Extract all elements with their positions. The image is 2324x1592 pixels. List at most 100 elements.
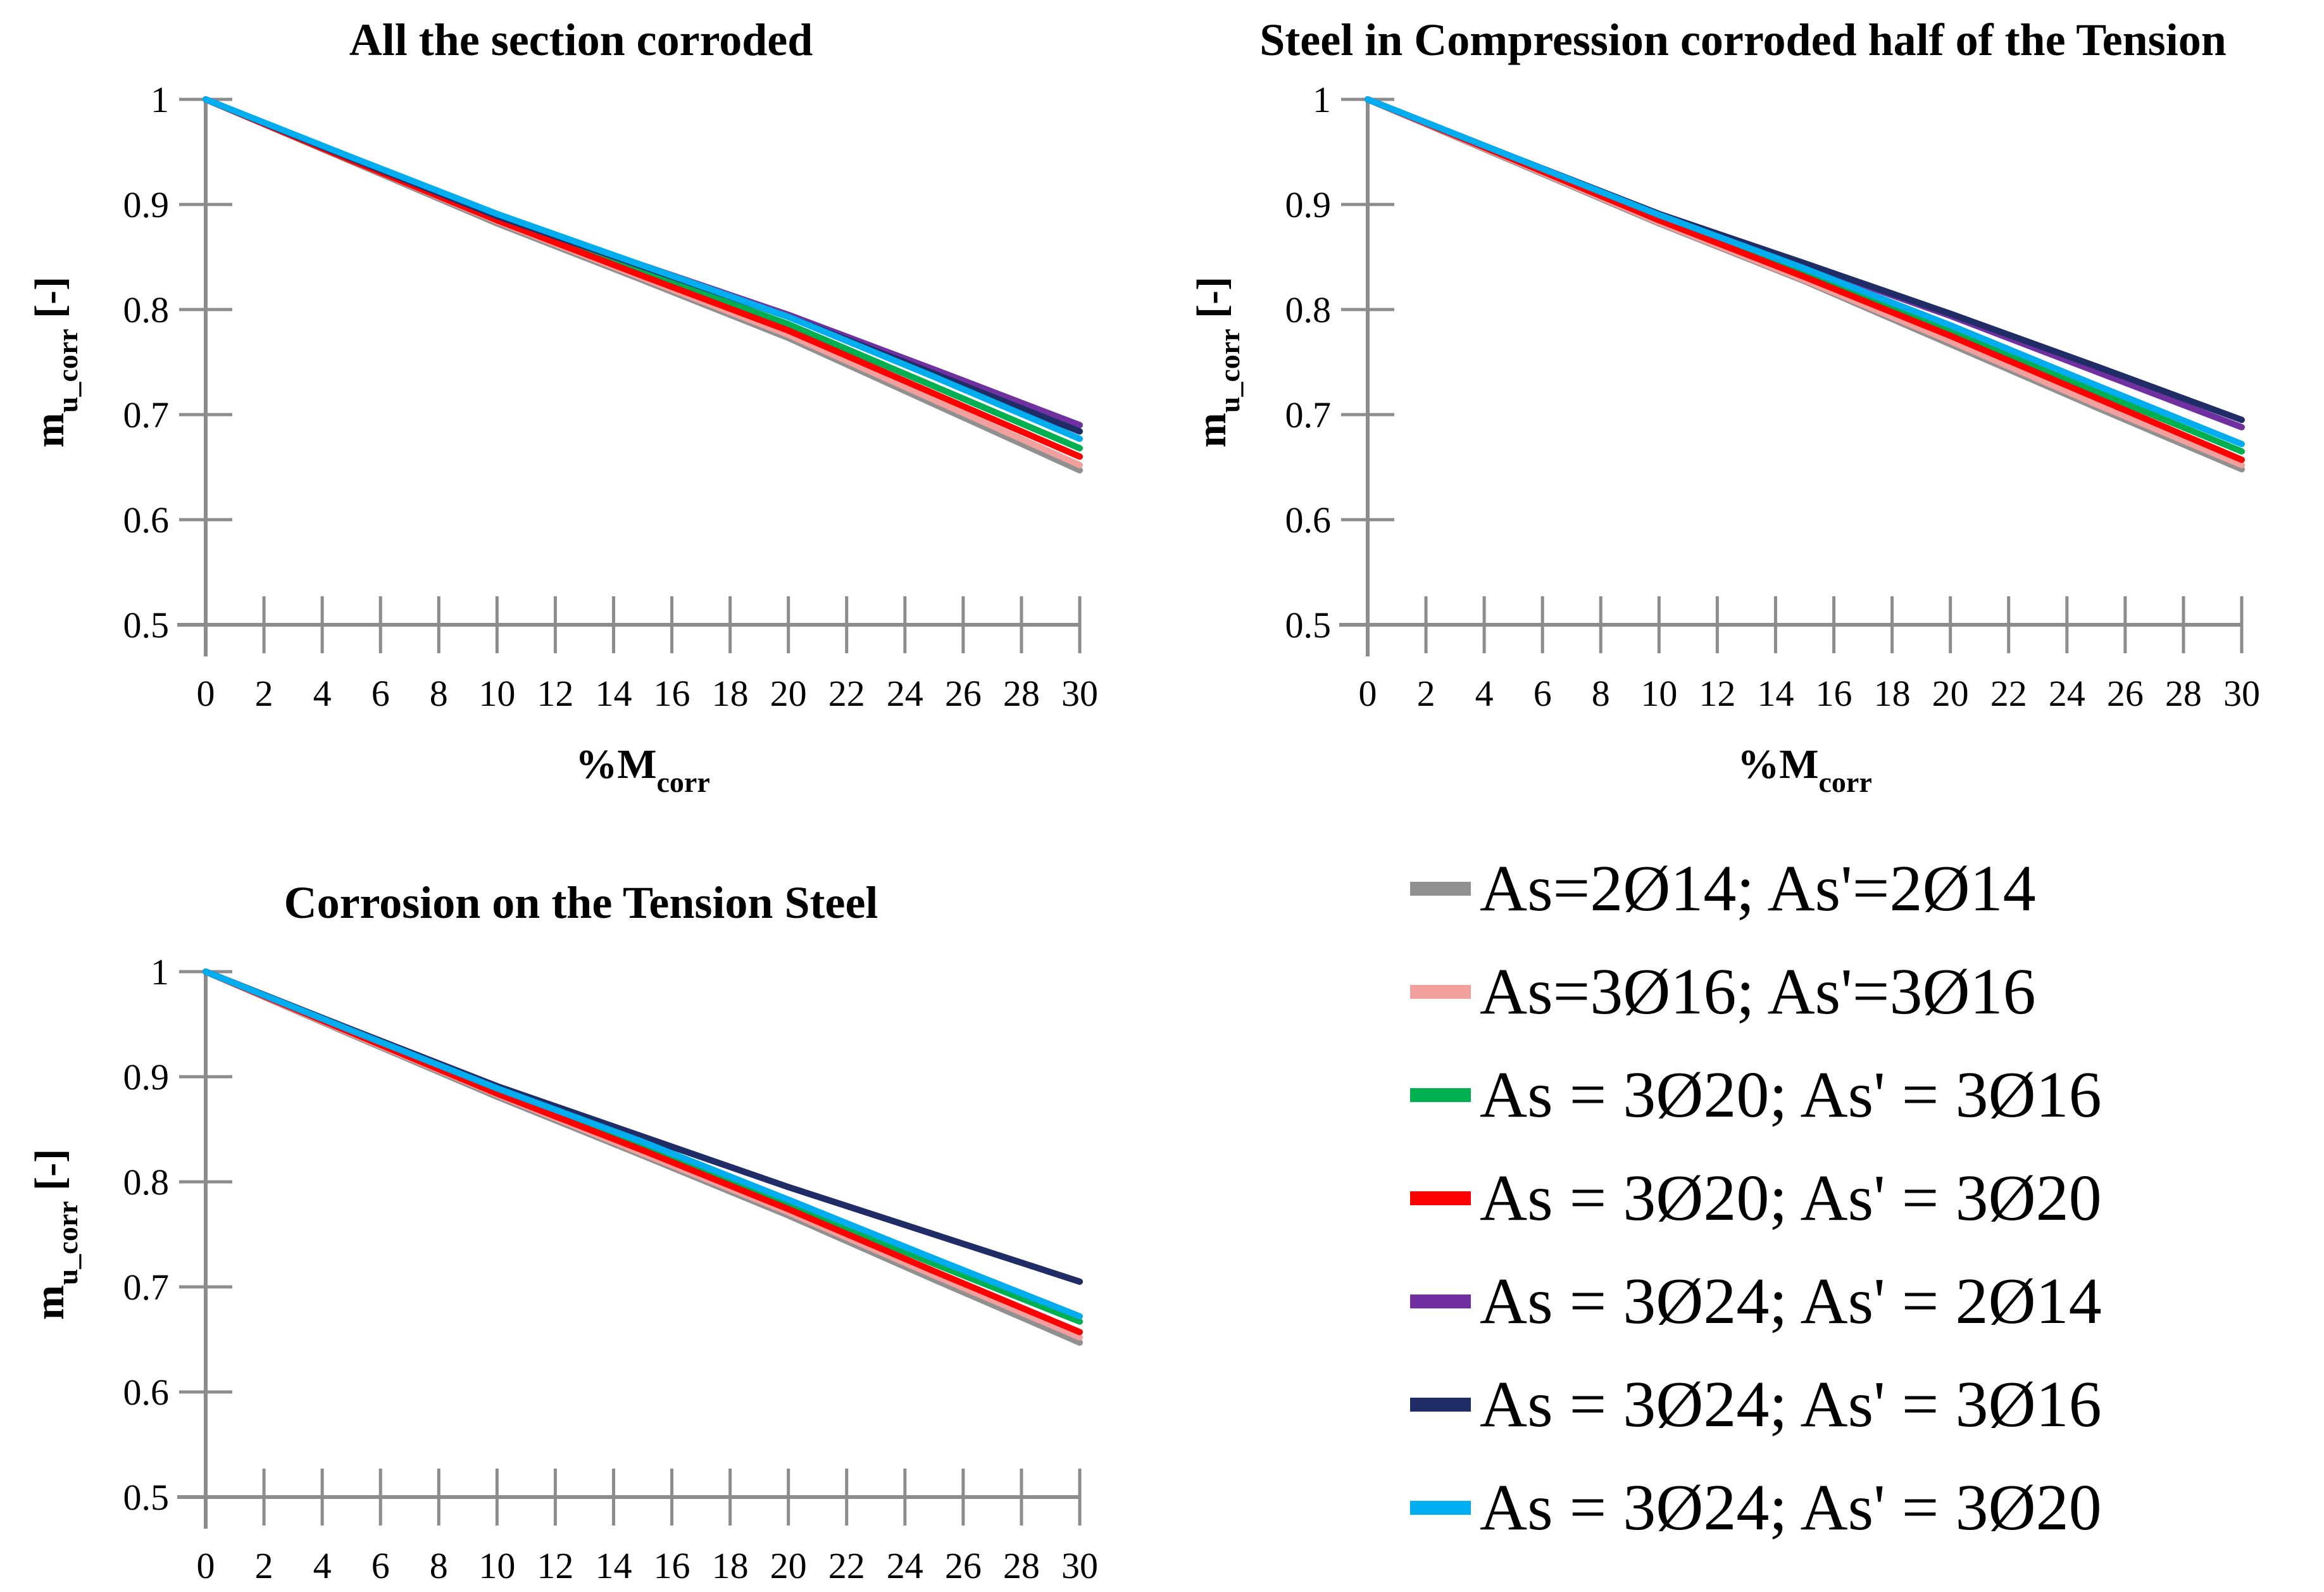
- legend-color-swatch: [1410, 984, 1471, 999]
- x-tick-label: 30: [2223, 673, 2260, 714]
- y-tick-label: 0.6: [1285, 499, 1332, 541]
- legend-item: As=3Ø16; As'=3Ø16: [1410, 940, 2324, 1043]
- legend-label: As = 3Ø20; As' = 3Ø16: [1480, 1058, 2102, 1131]
- x-tick-label: 26: [2107, 673, 2144, 714]
- x-tick-label: 18: [1874, 673, 1911, 714]
- x-tick-label: 14: [595, 1545, 632, 1586]
- x-tick-label: 8: [430, 1545, 448, 1586]
- legend-label: As=3Ø16; As'=3Ø16: [1480, 955, 2036, 1028]
- y-tick-label: 0.7: [123, 1267, 170, 1308]
- series-line: [1365, 96, 2245, 423]
- chart-plot-area: 10.90.80.70.60.50 2 4 6 8 10 12 14 16 18 20 22 24 26 2…: [27, 951, 1098, 1586]
- legend-color-swatch: [1410, 1087, 1471, 1102]
- legend-item: As = 3Ø20; As' = 3Ø16: [1410, 1043, 2324, 1146]
- legend-label: As = 3Ø24; As' = 3Ø16: [1480, 1368, 2102, 1441]
- chart-title: All the section corroded: [349, 15, 813, 65]
- y-tick-label: 0.9: [123, 184, 170, 225]
- x-tick-label: 10: [478, 673, 515, 714]
- series-line: [203, 968, 1083, 1285]
- legend-item: As=2Ø14; As'=2Ø14: [1410, 837, 2324, 940]
- x-tick-label: 24: [887, 673, 923, 714]
- x-tick-label: 22: [828, 1545, 865, 1586]
- y-tick-label: 0.8: [123, 289, 170, 330]
- x-tick-label: 16: [1816, 673, 1852, 714]
- legend-label: As=2Ø14; As'=2Ø14: [1480, 852, 2036, 925]
- y-tick-label: 0.9: [1285, 184, 1332, 225]
- x-tick-label: 4: [313, 1545, 332, 1586]
- legend-color-swatch: [1410, 881, 1471, 896]
- y-tick-label: 1: [151, 951, 169, 993]
- chart-all-section-corroded: 1 0.9 0.8 0.7 0.6 0.5 0 2 4 6 8 10 12 14 16 18 20 22 24 26 2…: [0, 0, 1162, 796]
- chart-corrosion-tension-steel: 1 0.9 0.8 0.7 0.6 0.5 0 2 4 6 8 10 12 14 16 18 20 22 24 26 2…: [0, 796, 1162, 1592]
- x-tick-label: 12: [1699, 673, 1735, 714]
- legend: As=2Ø14; As'=2Ø14 As=3Ø16; As'=3Ø16 As =…: [1410, 837, 2324, 1559]
- x-tick-label: 22: [1990, 673, 2027, 714]
- x-tick-label: 26: [945, 1545, 982, 1586]
- x-tick-label: 8: [1592, 673, 1610, 714]
- series-line: [1365, 96, 2245, 448]
- series-line: [203, 96, 1083, 442]
- x-tick-label: 4: [1475, 673, 1494, 714]
- x-tick-label: 28: [1003, 1545, 1040, 1586]
- x-tick-label: 6: [372, 673, 390, 714]
- x-tick-label: 30: [1061, 673, 1098, 714]
- x-tick-label: 16: [654, 1545, 690, 1586]
- x-tick-label: 16: [654, 673, 690, 714]
- x-tick-label: 24: [887, 1545, 923, 1586]
- y-tick-label: 0.7: [1285, 394, 1332, 436]
- x-tick-label: 6: [1534, 673, 1552, 714]
- legend-color-swatch: [1410, 1397, 1471, 1412]
- y-axis-title: mu_corr [-]: [27, 1149, 84, 1320]
- x-tick-label: 2: [1417, 673, 1435, 714]
- x-tick-label: 20: [770, 1545, 807, 1586]
- y-axis-title: mu_corr [-]: [1189, 277, 1246, 448]
- x-tick-label: 0: [197, 1545, 215, 1586]
- legend-item: As = 3Ø24; As' = 3Ø16: [1410, 1353, 2324, 1456]
- chart-title: Steel in Compression corroded half of th…: [1259, 15, 2227, 65]
- x-tick-label: 18: [712, 673, 749, 714]
- x-tick-label: 6: [372, 1545, 390, 1586]
- x-tick-label: 26: [945, 673, 982, 714]
- y-tick-label: 0.5: [1285, 605, 1332, 646]
- x-tick-label: 18: [712, 1545, 749, 1586]
- x-tick-label: 24: [2049, 673, 2085, 714]
- x-tick-label: 12: [537, 673, 573, 714]
- x-tick-label: 20: [1932, 673, 1969, 714]
- y-tick-label: 0.7: [123, 394, 170, 436]
- legend-label: As = 3Ø24; As' = 2Ø14: [1480, 1265, 2102, 1338]
- y-tick-label: 0.8: [123, 1162, 170, 1203]
- x-tick-label: 8: [430, 673, 448, 714]
- legend-color-swatch: [1410, 1500, 1471, 1515]
- x-axis-title: %Mcorr: [575, 741, 710, 796]
- x-tick-label: 12: [537, 1545, 573, 1586]
- x-tick-label: 14: [595, 673, 632, 714]
- x-tick-label: 10: [1640, 673, 1677, 714]
- chart-plot-area: 10.90.80.70.60.50 2 4 6 8 10 12 14 16 18 20 22 24 26 2…: [27, 79, 1098, 796]
- y-tick-label: 1: [1313, 79, 1331, 120]
- y-tick-label: 0.8: [1285, 289, 1332, 330]
- y-tick-label: 1: [151, 79, 169, 120]
- x-tick-label: 2: [255, 1545, 273, 1586]
- y-tick-label: 0.6: [123, 1372, 170, 1413]
- legend-item: As = 3Ø20; As' = 3Ø20: [1410, 1146, 2324, 1250]
- y-tick-label: 0.5: [123, 1477, 170, 1518]
- legend-label: As = 3Ø24; As' = 3Ø20: [1480, 1471, 2102, 1544]
- chart-title: Corrosion on the Tension Steel: [284, 877, 878, 928]
- x-axis-title: %Mcorr: [1737, 741, 1872, 796]
- x-tick-label: 28: [1003, 673, 1040, 714]
- series-line: [203, 968, 1083, 1320]
- x-tick-label: 28: [2165, 673, 2202, 714]
- series-line: [203, 968, 1083, 1285]
- y-tick-label: 0.6: [123, 499, 170, 541]
- x-tick-label: 0: [197, 673, 215, 714]
- x-tick-label: 22: [828, 673, 865, 714]
- legend-item: As = 3Ø24; As' = 3Ø20: [1410, 1456, 2324, 1559]
- chart-plot-area: 10.90.80.70.60.50 2 4 6 8 10 12 14 16 18 20 22 24 26 2…: [1189, 79, 2260, 796]
- y-tick-label: 0.9: [123, 1056, 170, 1098]
- legend-color-swatch: [1410, 1294, 1471, 1308]
- x-tick-label: 30: [1061, 1545, 1098, 1586]
- chart-compression-corroded-half-tension: 1 0.9 0.8 0.7 0.6 0.5 0 2 4 6 8 10 12 14 16 18 20 22 24 26 2…: [1162, 0, 2324, 796]
- x-tick-label: 20: [770, 673, 807, 714]
- y-axis-title: mu_corr [-]: [27, 277, 84, 448]
